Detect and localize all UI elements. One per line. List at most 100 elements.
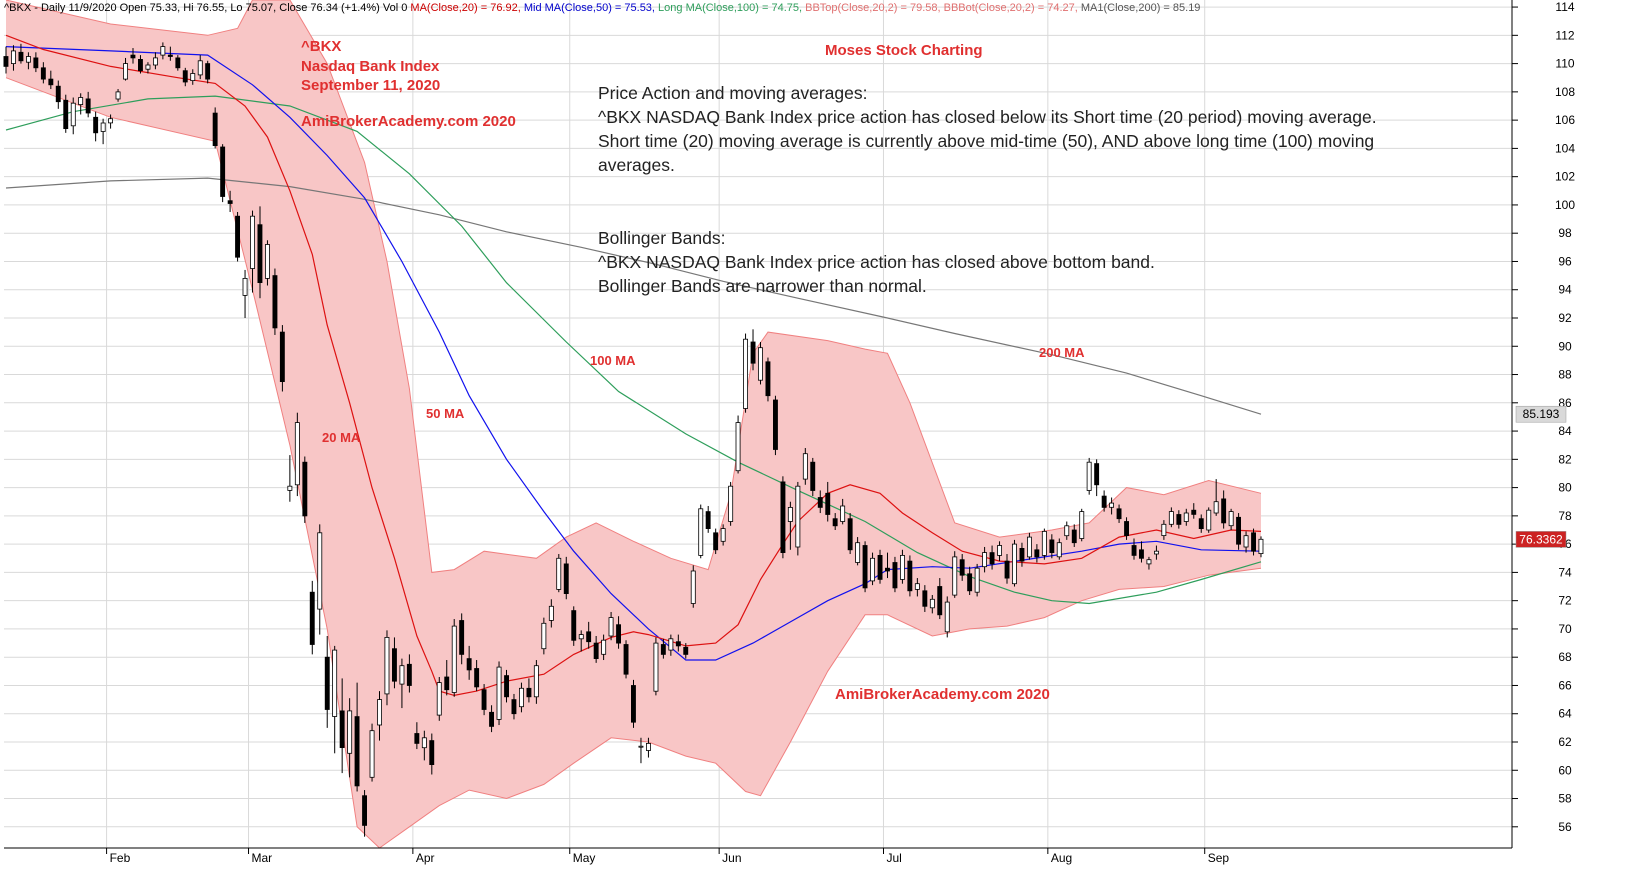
candle-body [40,67,46,80]
candle [205,60,211,84]
candle-body [840,505,846,522]
candle-body [48,78,54,86]
candle-body [683,646,689,655]
candle-body [362,795,367,826]
candle [974,563,980,597]
commentary-line: Bollinger Bands are narrower than normal… [598,276,927,296]
candle-body [1124,521,1129,537]
candle-body [705,511,711,530]
candle [578,630,584,652]
candle-body [1086,461,1092,491]
candle [870,552,875,586]
candle [459,613,465,665]
candle-body [93,116,99,134]
candle-body [451,625,457,693]
candle [489,705,494,733]
candle-body [1064,525,1070,537]
candle-body [586,631,592,643]
candle [302,456,308,523]
candle [421,730,427,761]
candle-body [623,644,629,675]
candle [362,790,367,837]
candle-body [108,118,113,124]
candle [840,498,846,525]
candle [638,737,644,764]
candle-body [832,518,838,527]
candle [1019,542,1025,567]
candle [474,660,480,692]
candle-body [347,710,353,754]
candle [929,595,935,614]
candle [1251,528,1256,556]
candle [1191,503,1197,519]
candle [123,57,128,81]
candle [892,556,898,593]
candle [616,616,621,649]
candle-body [1034,549,1040,558]
candle [1183,508,1189,526]
candle-body [242,277,248,296]
y-tick-label: 102 [1555,170,1575,184]
candle [190,69,196,85]
price-tag-bg [1515,405,1567,423]
candle [1004,554,1010,584]
candle [922,585,928,612]
candle [272,268,278,335]
header-part: MA1(Close,200) = 85.19 [1081,2,1201,14]
candle-body [279,331,285,383]
candle [18,43,24,64]
candle-body [526,687,532,698]
candle [967,566,973,596]
y-tick-label: 62 [1558,735,1572,749]
candle-body [1251,532,1256,552]
candle [1027,532,1032,560]
candle-body [780,481,786,553]
y-tick-label: 94 [1558,283,1572,297]
candle-body [929,598,935,609]
candle-body [1168,511,1174,525]
y-tick-label: 88 [1558,368,1572,382]
candle [713,528,719,555]
candle [758,342,763,385]
candle [533,660,539,704]
candle-body [63,99,69,130]
candle-body [474,668,480,688]
candle [406,654,412,693]
candle-body [1198,518,1204,530]
candle-body [309,591,315,645]
candle [264,240,270,286]
candle-body [85,98,91,114]
candle-body [668,638,674,651]
candle [414,722,420,750]
candle [48,70,54,90]
candle-body [287,485,293,491]
y-tick-label: 108 [1555,85,1575,99]
bollinger-top-line [5,0,1262,573]
candle-body [160,46,166,56]
candle-body [406,663,412,686]
candle-body [855,542,861,563]
ma200-annotation: 200 MA [1039,345,1085,360]
candle [847,513,853,555]
candle [1094,459,1100,497]
commentary-line: ^BKX NASDAQ Bank Index price action has … [598,252,1155,272]
candle [997,541,1002,562]
candle [1056,538,1062,560]
commentary-line: Bollinger Bands: [598,228,725,248]
candle-body [369,730,375,778]
candle-body [182,70,188,83]
candle-body [1056,542,1062,558]
candle [399,658,405,709]
candle [257,206,263,299]
candle [70,97,76,135]
price-tag: 85.193 [1515,405,1567,423]
candle [160,42,166,60]
candle-body [877,555,883,580]
candle-body [1012,543,1017,585]
y-tick-label: 80 [1558,481,1572,495]
candle [728,481,734,526]
candle [1154,545,1159,560]
candle [347,698,353,778]
candle [1101,490,1107,512]
candle [1086,457,1092,495]
